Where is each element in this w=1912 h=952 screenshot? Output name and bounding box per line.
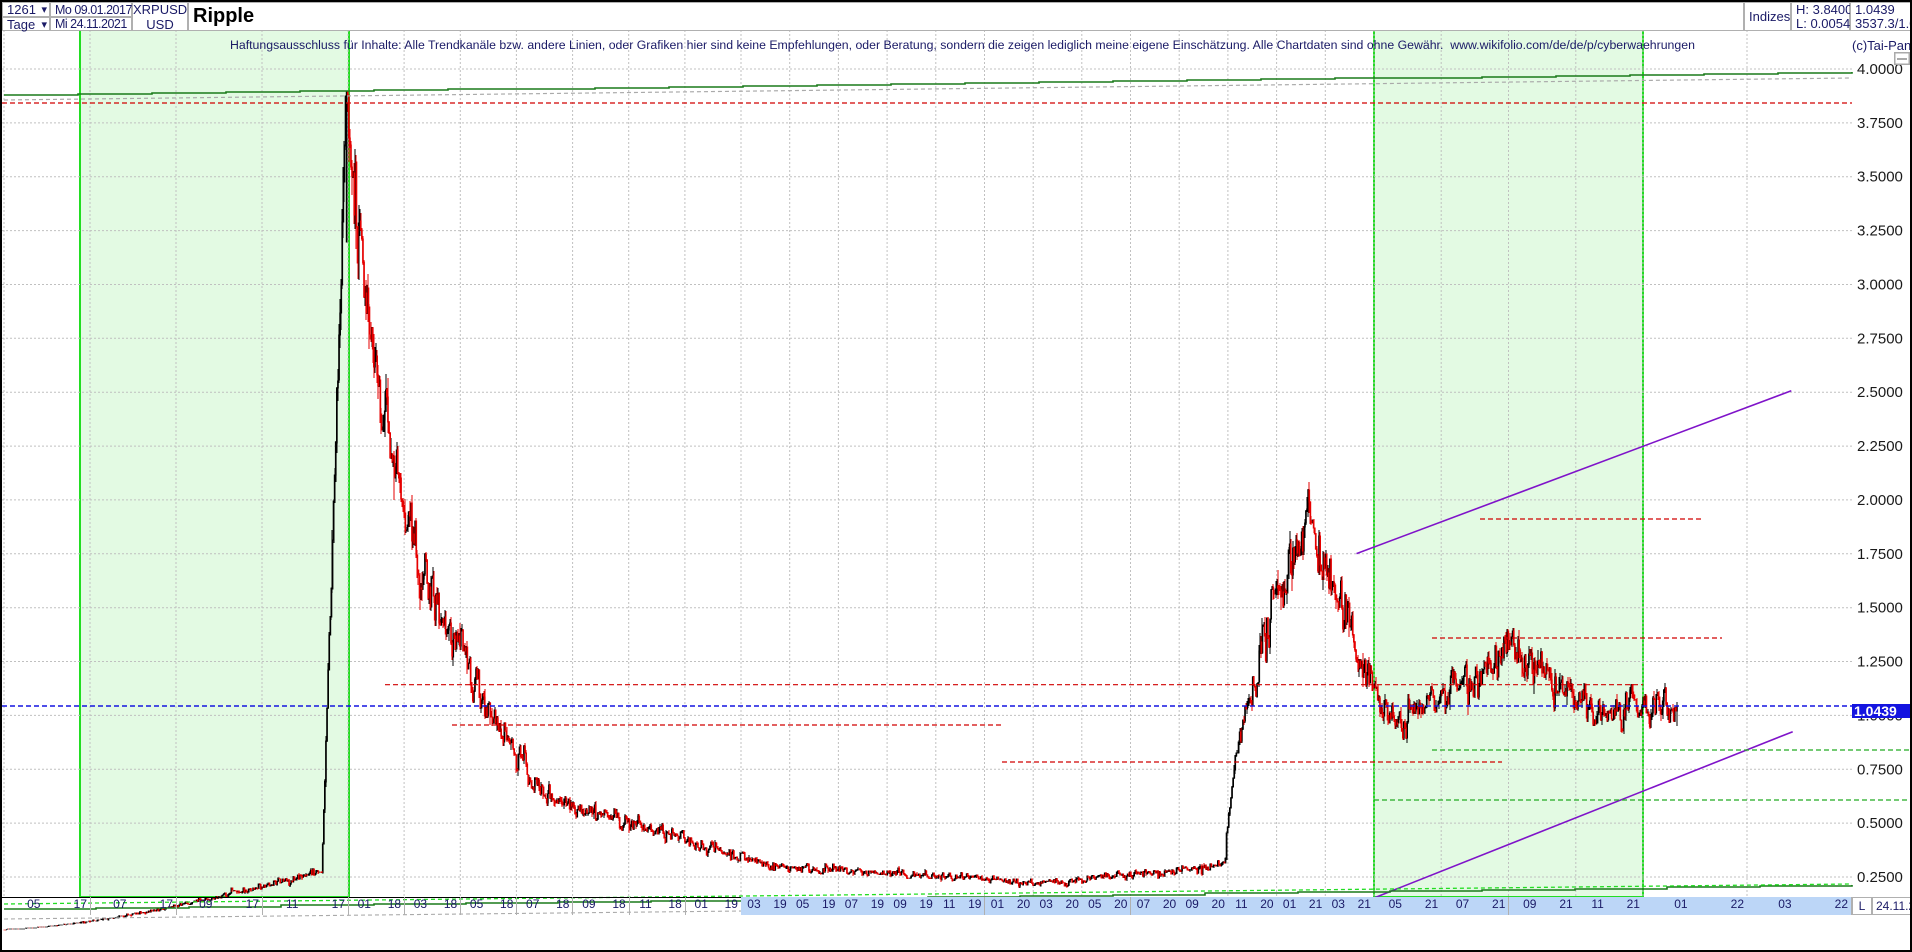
svg-text:3.2500: 3.2500 bbox=[1857, 223, 1903, 240]
svg-text:3.7500: 3.7500 bbox=[1857, 115, 1903, 132]
svg-text:1.2500: 1.2500 bbox=[1857, 654, 1903, 671]
svg-text:2.7500: 2.7500 bbox=[1857, 330, 1903, 347]
svg-text:2.5000: 2.5000 bbox=[1857, 384, 1903, 401]
svg-text:2.0000: 2.0000 bbox=[1857, 492, 1903, 509]
svg-text:0.5000: 0.5000 bbox=[1857, 815, 1903, 832]
svg-text:0.7500: 0.7500 bbox=[1857, 761, 1903, 778]
svg-text:1.5000: 1.5000 bbox=[1857, 600, 1903, 617]
svg-text:2.2500: 2.2500 bbox=[1857, 438, 1903, 455]
svg-text:1.7500: 1.7500 bbox=[1857, 546, 1903, 563]
svg-text:3.0000: 3.0000 bbox=[1857, 277, 1903, 294]
svg-text:3.5000: 3.5000 bbox=[1857, 169, 1903, 186]
svg-text:0.2500: 0.2500 bbox=[1857, 869, 1903, 886]
